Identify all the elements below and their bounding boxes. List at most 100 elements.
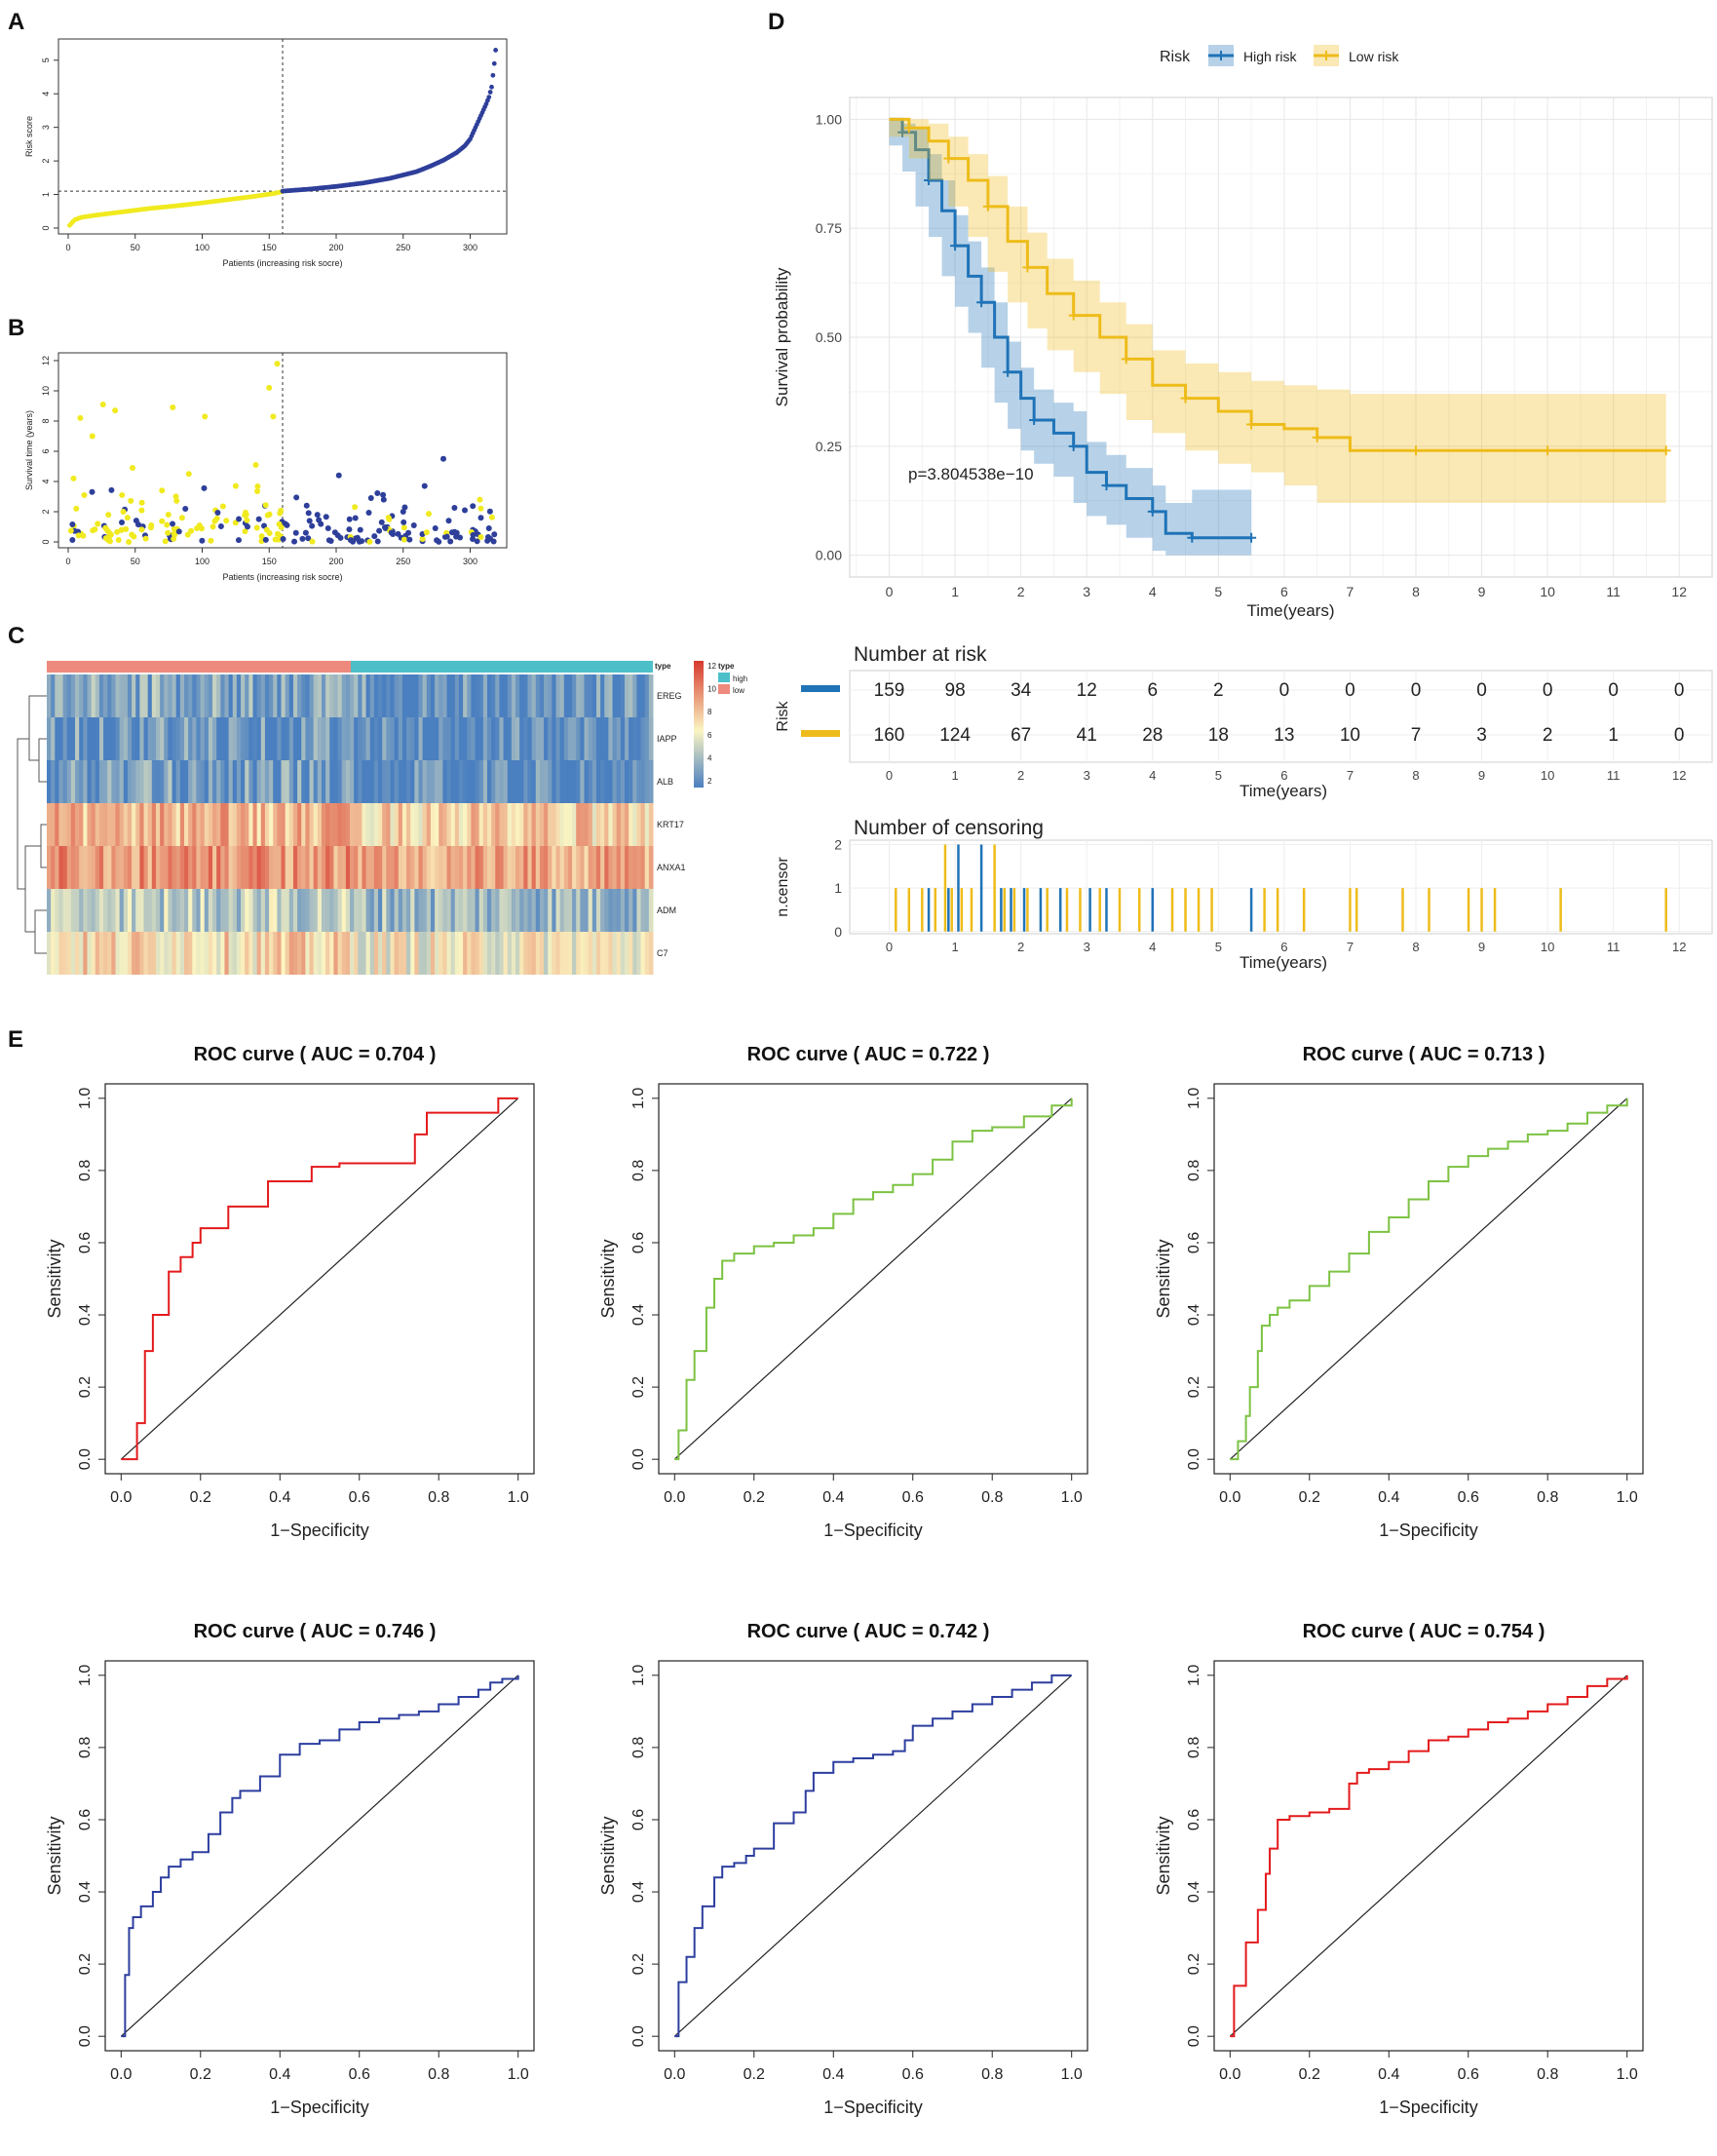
heat-cell: [123, 803, 129, 846]
legend-label: Low risk: [1349, 49, 1399, 64]
heat-cell: [103, 932, 108, 975]
heat-cell: [612, 717, 618, 760]
survival-point: [244, 523, 250, 530]
heat-cell: [435, 717, 439, 760]
heat-cell: [378, 932, 383, 975]
heat-cell: [446, 760, 452, 803]
heat-cell: [212, 889, 217, 932]
heat-cell: [414, 760, 419, 803]
heat-cell: [369, 932, 375, 975]
heat-cell: [313, 846, 319, 889]
heat-cell: [401, 932, 407, 975]
heat-cell: [539, 760, 545, 803]
x-tick-label: 8: [1412, 768, 1419, 783]
heat-cell: [51, 846, 56, 889]
heat-cell: [333, 803, 339, 846]
heat-cell: [358, 760, 362, 803]
heat-cell: [511, 803, 516, 846]
heat-cell: [559, 889, 565, 932]
heat-cell: [95, 717, 100, 760]
legend-tick: 4: [707, 753, 712, 762]
y-tick-label: 0.4: [1186, 1881, 1202, 1903]
survival-point: [374, 489, 381, 496]
heat-cell: [245, 803, 249, 846]
table-frame: [849, 670, 1713, 763]
plot-frame: [849, 96, 1713, 578]
survival-point: [346, 516, 353, 522]
heat-cell: [119, 803, 125, 846]
heat-cell: [204, 932, 210, 975]
heat-cell: [168, 717, 173, 760]
x-tick-label: 10: [1541, 768, 1554, 783]
heat-cell: [410, 674, 415, 717]
heat-cell: [135, 803, 140, 846]
heat-cell: [264, 932, 270, 975]
survival-point: [359, 538, 365, 545]
heat-cell: [224, 717, 230, 760]
censor-mark: [1121, 354, 1131, 365]
survival-point: [105, 512, 112, 519]
heat-cell: [70, 674, 76, 717]
heat-cell: [62, 674, 68, 717]
x-tick-label: 50: [131, 243, 140, 252]
x-tick-label: 0.4: [269, 1489, 290, 1506]
heat-cell: [458, 932, 464, 975]
y-tick-label: 1: [41, 192, 51, 197]
heat-cell: [132, 760, 136, 803]
y-tick-label: 0.8: [630, 1737, 647, 1758]
heat-cell: [358, 717, 362, 760]
heat-cell: [507, 932, 513, 975]
heat-cell: [620, 674, 626, 717]
heat-cell: [535, 803, 541, 846]
x-tick-label: 1.0: [1061, 1489, 1083, 1506]
heat-cell: [463, 717, 468, 760]
heat-cell: [495, 717, 500, 760]
heat-cell: [486, 760, 492, 803]
heat-cell: [98, 889, 104, 932]
heat-cell: [172, 760, 177, 803]
heat-cell: [563, 846, 569, 889]
censor-mark: [976, 297, 987, 308]
heat-cell: [264, 760, 270, 803]
heat-cell: [588, 932, 593, 975]
heat-cell: [252, 803, 258, 846]
heat-cell: [241, 760, 246, 803]
heat-cell: [95, 846, 100, 889]
survival-point: [378, 519, 385, 525]
x-tick-label: 9: [1478, 768, 1485, 783]
heat-cell: [168, 932, 173, 975]
heat-cell: [552, 717, 556, 760]
heat-cell: [321, 674, 326, 717]
heat-cell: [439, 717, 443, 760]
heat-cell: [600, 760, 605, 803]
survival-point: [401, 519, 407, 525]
heat-cell: [204, 846, 210, 889]
heat-cell: [563, 760, 569, 803]
roc-panel: ROC curve ( AUC = 0.722 )0.00.00.20.20.4…: [598, 1044, 1088, 1540]
heat-cell: [495, 803, 500, 846]
heat-cell: [224, 846, 230, 889]
x-tick-label: 100: [195, 557, 210, 566]
heat-cell: [66, 760, 72, 803]
heat-cell: [241, 846, 246, 889]
survival-point: [352, 504, 359, 511]
heat-cell: [297, 717, 302, 760]
heat-cell: [75, 846, 80, 889]
heat-cell: [47, 846, 52, 889]
heat-cell: [471, 674, 477, 717]
y-axis-label: n.censor: [775, 857, 791, 917]
heat-cell: [333, 846, 339, 889]
heat-cell: [313, 889, 319, 932]
heat-cell: [317, 717, 323, 760]
heat-cell: [527, 760, 533, 803]
risk-count: 2: [1213, 680, 1224, 701]
heat-cell: [418, 717, 424, 760]
heat-cell: [245, 674, 249, 717]
heat-cell: [365, 846, 371, 889]
heat-cell: [515, 846, 520, 889]
x-tick-label: 9: [1478, 940, 1485, 954]
survival-point: [107, 531, 114, 538]
heat-cell: [285, 803, 290, 846]
row-label: EREG: [657, 691, 682, 701]
heat-cell: [382, 760, 387, 803]
